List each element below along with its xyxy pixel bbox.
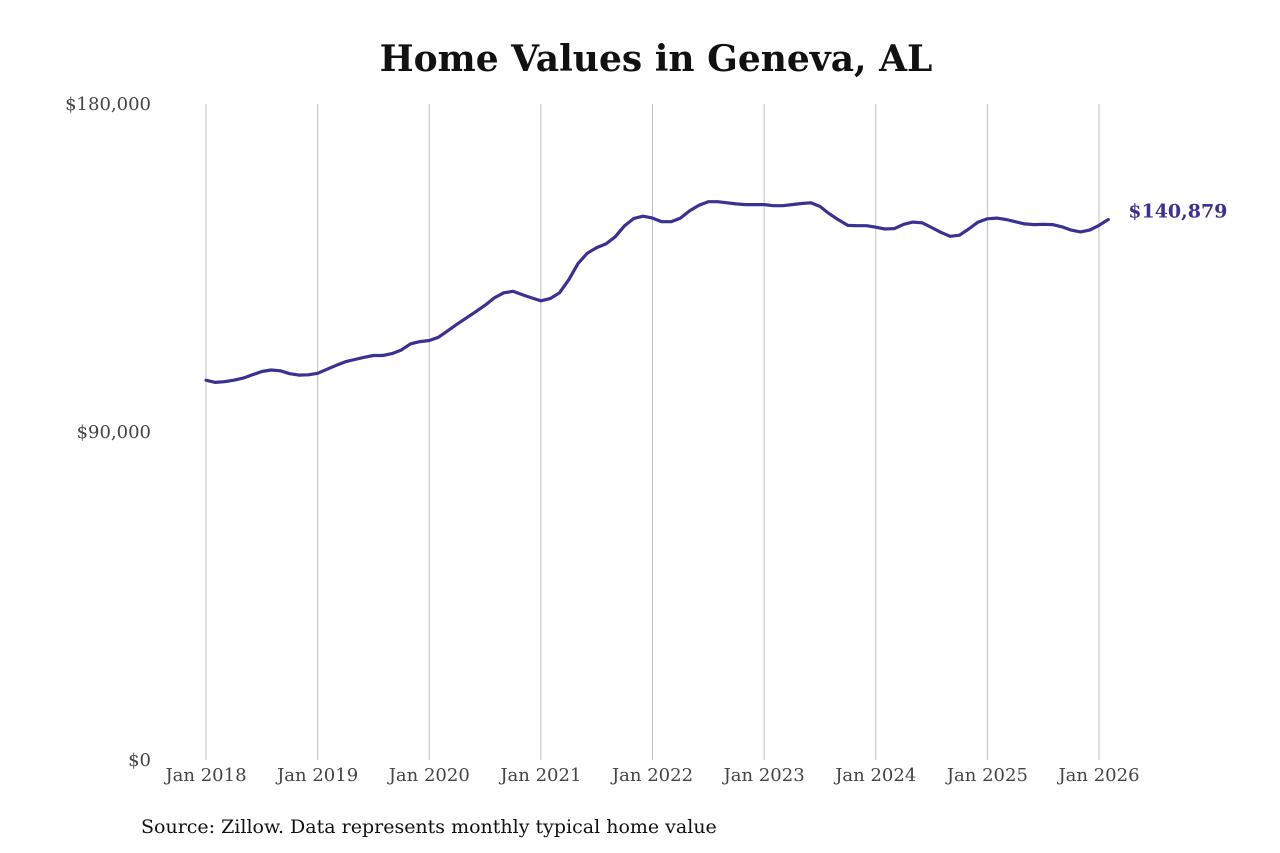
x-tick-label: Jan 2026	[1056, 765, 1139, 786]
end-label-layer: $140,879	[1128, 201, 1227, 223]
y-tick-label: $0	[128, 750, 151, 771]
x-tick-label: Jan 2018	[163, 765, 246, 786]
x-tick-label: Jan 2022	[610, 765, 693, 786]
y-axis-tick-labels: $180,000 $90,000 $0	[65, 94, 151, 771]
x-tick-label: Jan 2021	[498, 765, 581, 786]
x-tick-label: Jan 2020	[387, 765, 470, 786]
y-tick-label: $180,000	[65, 94, 151, 115]
source-note: Source: Zillow. Data represents monthly …	[141, 816, 717, 838]
x-tick-label: Jan 2019	[275, 765, 358, 786]
x-tick-label: Jan 2023	[722, 765, 805, 786]
series-line	[204, 200, 1110, 384]
y-tick-label: $90,000	[77, 422, 151, 443]
series-layer	[204, 200, 1110, 384]
chart-title: Home Values in Geneva, AL	[379, 38, 933, 80]
x-axis-tick-labels: Jan 2018 Jan 2019 Jan 2020 Jan 2021 Jan 2022…	[163, 765, 1139, 786]
x-tick-label: Jan 2025	[945, 765, 1028, 786]
end-value-label: $140,879	[1128, 201, 1227, 223]
x-tick-label: Jan 2024	[833, 765, 916, 786]
vertical-gridlines	[205, 104, 1100, 760]
